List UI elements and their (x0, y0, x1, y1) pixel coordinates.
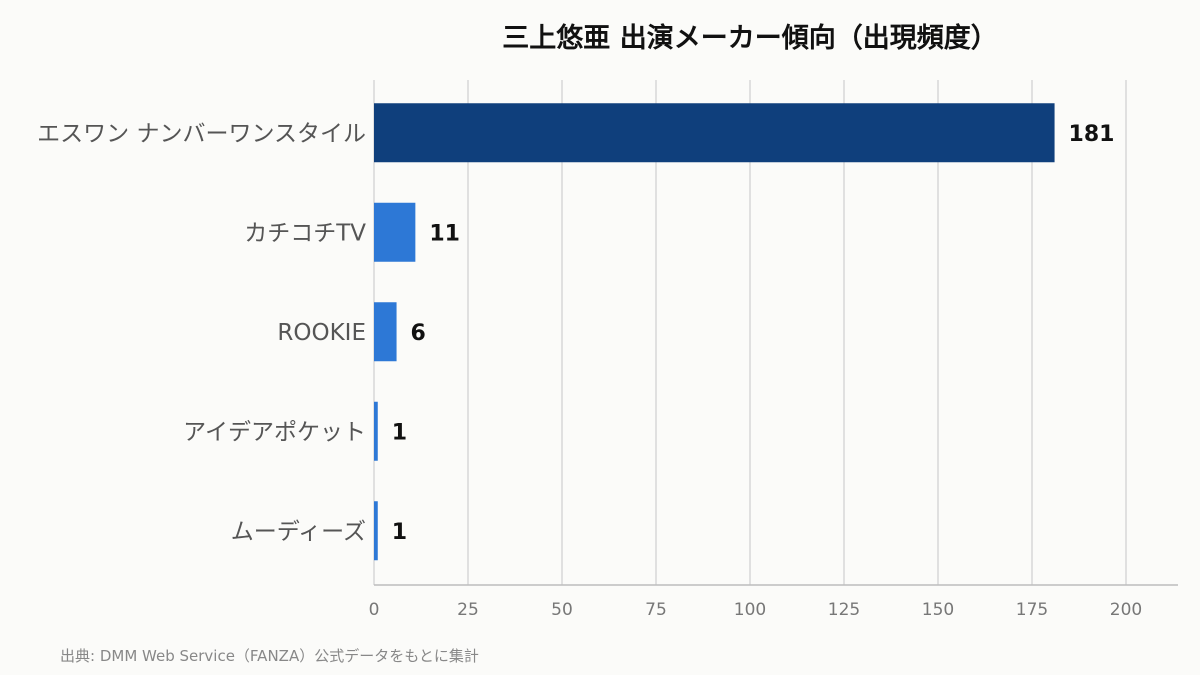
x-tick-label: 75 (645, 600, 667, 620)
bars (374, 103, 1055, 561)
data-label: 6 (411, 321, 426, 346)
bar (374, 202, 416, 262)
bar (374, 103, 1055, 163)
bar (374, 401, 378, 461)
chart-title: 三上悠亜 出演メーカー傾向（出現頻度） (502, 23, 998, 54)
category-label: エスワン ナンバーワンスタイル (37, 121, 366, 147)
x-tick-label: 200 (1110, 600, 1142, 620)
bar (374, 302, 397, 362)
x-axis: 0 25 50 75 100 125 150 175 200 (369, 584, 1178, 620)
category-label: ROOKIE (277, 320, 366, 346)
data-label: 1 (392, 420, 407, 445)
x-tick-label: 100 (734, 600, 766, 620)
data-label: 11 (429, 221, 460, 246)
x-tick-label: 150 (922, 600, 954, 620)
category-label: カチコチTV (244, 220, 366, 246)
category-label: ムーディーズ (231, 519, 366, 545)
x-tick-label: 0 (369, 600, 380, 620)
x-tick-label: 50 (551, 600, 573, 620)
data-label: 181 (1069, 122, 1115, 147)
source-note: 出典: DMM Web Service（FANZA）公式データをもとに集計 (60, 647, 479, 665)
x-tick-label: 175 (1016, 600, 1048, 620)
x-tick-label: 25 (457, 600, 479, 620)
category-label: アイデアポケット (183, 419, 366, 445)
x-tick-label: 125 (828, 600, 860, 620)
data-label: 1 (392, 520, 407, 545)
gridlines (373, 80, 1127, 585)
bar (374, 501, 378, 561)
